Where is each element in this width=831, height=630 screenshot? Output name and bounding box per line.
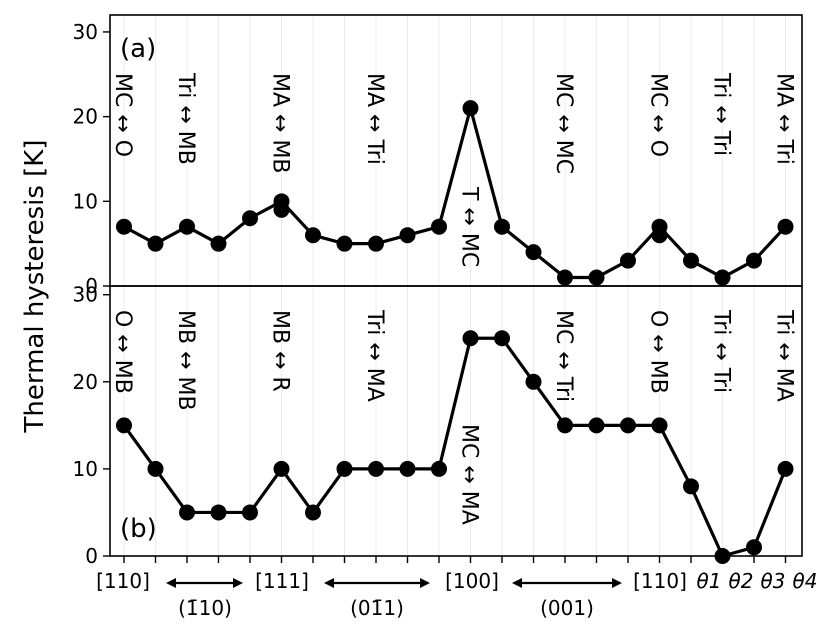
panel-a-label: (a) bbox=[120, 34, 156, 64]
panel-a-ytick-label-20: 20 bbox=[73, 105, 98, 129]
panel-b-main-point-10 bbox=[431, 460, 447, 477]
x-tick-label-theta1: θ1 bbox=[697, 569, 722, 593]
x-tick-label-110-end: [110] bbox=[633, 569, 687, 593]
panel-b-main-point-5 bbox=[273, 460, 290, 477]
panel-a-lower-point-5 bbox=[273, 201, 290, 218]
annotation-layer: MC ↔ O Tri ↔ MB MA ↔ MB MA ↔ Tri T ↔ MC MC ↔ … bbox=[110, 72, 797, 525]
panel-a-upper-point-11 bbox=[462, 100, 479, 117]
range-label-3: (001) bbox=[540, 596, 594, 620]
range-arrow-3-head-left bbox=[512, 578, 522, 588]
panel-b-main-point-20 bbox=[746, 539, 762, 556]
panel-a-upper-point-8 bbox=[368, 235, 384, 252]
x-tick-label-110-start: [110] bbox=[96, 569, 150, 593]
panel-a-annotation-17: MC ↔ O bbox=[646, 73, 671, 157]
panel-b-main-point-17 bbox=[651, 417, 668, 434]
panel-a-upper-point-6 bbox=[305, 227, 321, 244]
x-tick-label-111: [111] bbox=[255, 569, 309, 593]
x-tick-label-theta3: θ3 bbox=[761, 569, 786, 593]
panel-b-annotation-8: Tri ↔ MA bbox=[362, 309, 387, 402]
panel-a-upper-point-21 bbox=[777, 218, 794, 235]
panel-a-upper-point-4 bbox=[242, 210, 258, 227]
panel-b-main-point-0 bbox=[116, 417, 132, 434]
panel-b-main-point-13 bbox=[525, 373, 542, 390]
range-label-1: (1̄10) bbox=[178, 596, 232, 620]
panel-b-label: (b) bbox=[120, 514, 157, 544]
panel-a-upper-point-16 bbox=[620, 252, 636, 269]
panel-a-upper-point-7 bbox=[336, 235, 353, 252]
panel-b-ytick-label-0: 0 bbox=[85, 544, 98, 568]
panel-b-main-point-2 bbox=[179, 504, 195, 521]
panel-b-annotation-5: MB ↔ R bbox=[268, 310, 293, 392]
panel-a-ytick-label-0: 0 bbox=[85, 274, 98, 298]
panel-a-series-upper bbox=[123, 106, 787, 280]
panel-b-annotation-0: O ↔ MB bbox=[110, 310, 135, 394]
x-tick-label-theta2: θ2 bbox=[729, 569, 754, 593]
panel-a-annotation-0: MC ↔ O bbox=[110, 73, 135, 157]
panel-a-ytick-label-10: 10 bbox=[73, 189, 98, 213]
panel-b-annotation-2: MB ↔ MB bbox=[173, 310, 198, 411]
panel-b-main-point-3 bbox=[210, 504, 227, 521]
panel-a-ytick-label-30: 30 bbox=[73, 20, 98, 44]
grid-layer bbox=[123, 15, 786, 556]
range-arrows: (1̄10) (01̄1) (001) bbox=[166, 578, 622, 620]
panel-b-series-main bbox=[122, 336, 787, 558]
range-label-2: (01̄1) bbox=[350, 596, 404, 620]
panel-b-annotation-11: MC ↔ MA bbox=[457, 424, 482, 525]
panel-b-main-point-18 bbox=[683, 478, 699, 495]
panel-a-lower-point-17 bbox=[651, 227, 668, 244]
panel-b-ytick-label-20: 20 bbox=[73, 370, 98, 394]
panel-b-main-point-21 bbox=[777, 460, 794, 477]
panel-b-annotation-17: O ↔ MB bbox=[646, 310, 671, 394]
series-layer bbox=[116, 100, 794, 564]
panel-a-annotation-19: Tri ↔ Tri bbox=[709, 72, 734, 156]
panel-a-upper-point-1 bbox=[147, 235, 164, 252]
panel-a-upper-point-19 bbox=[714, 269, 731, 286]
panel-b-main-point-14 bbox=[557, 417, 573, 434]
panel-a-upper-point-3 bbox=[210, 235, 227, 252]
range-arrow-1-head-left bbox=[166, 578, 176, 588]
range-arrow-2-head-right bbox=[420, 578, 430, 588]
panel-a-upper-point-12 bbox=[494, 218, 510, 235]
x-tick-label-theta4: θ4 bbox=[793, 569, 818, 593]
panel-b-main-point-4 bbox=[242, 504, 258, 521]
y-axis-label: Thermal hysteresis [K] bbox=[20, 140, 50, 434]
panel-b-ytick-label-10: 10 bbox=[73, 457, 98, 481]
panel-a-upper-point-9 bbox=[399, 227, 416, 244]
panel-a-upper-point-14 bbox=[557, 269, 573, 286]
panel-a-annotation-21: MA ↔ Tri bbox=[772, 73, 797, 165]
panel-a-upper-point-2 bbox=[179, 218, 195, 235]
panel-b-main-point-8 bbox=[368, 460, 384, 477]
panel-a-annotation-14: MC ↔ MC bbox=[551, 73, 576, 174]
range-arrow-2-head-left bbox=[324, 578, 334, 588]
range-arrow-3-head-right bbox=[612, 578, 622, 588]
x-tick-labels: [110] [111] [100] [110] θ1 θ2 θ3 θ4 bbox=[96, 569, 817, 593]
panel-a-upper-point-15 bbox=[588, 269, 605, 286]
panel-b-main-point-7 bbox=[336, 460, 353, 477]
panel-a-annotation-2: Tri ↔ MB bbox=[173, 72, 198, 165]
x-tick-label-100: [100] bbox=[445, 569, 499, 593]
panel-b-main-point-12 bbox=[494, 330, 510, 347]
panel-a-upper-point-10 bbox=[431, 218, 447, 235]
panel-b-main-point-9 bbox=[399, 460, 416, 477]
panel-b-main-point-16 bbox=[620, 417, 636, 434]
panel-b-annotation-19: Tri ↔ Tri bbox=[709, 309, 734, 393]
panel-a-annotation-8: MA ↔ Tri bbox=[362, 73, 387, 165]
panel-b-annotation-21: Tri ↔ MA bbox=[772, 309, 797, 402]
panel-b-ytick-label-30: 30 bbox=[73, 283, 98, 307]
panel-a-upper-point-13 bbox=[525, 244, 542, 261]
panel-a-upper-point-20 bbox=[746, 252, 762, 269]
panel-b-annotation-14: MC ↔ Tri bbox=[551, 310, 576, 402]
panel-b-main-point-1 bbox=[147, 460, 164, 477]
panel-a-upper-point-18 bbox=[683, 252, 699, 269]
panel-b-main-point-15 bbox=[588, 417, 605, 434]
panel-b-frame bbox=[109, 285, 803, 557]
panel-a-annotation-11: T ↔ MC bbox=[457, 186, 482, 267]
panel-b-main-point-6 bbox=[305, 504, 321, 521]
range-arrow-1-head-right bbox=[233, 578, 243, 588]
panel-b-main-point-11 bbox=[462, 330, 479, 347]
panel-a-upper-point-0 bbox=[116, 218, 132, 235]
panel-a-annotation-5: MA ↔ MB bbox=[268, 73, 293, 174]
